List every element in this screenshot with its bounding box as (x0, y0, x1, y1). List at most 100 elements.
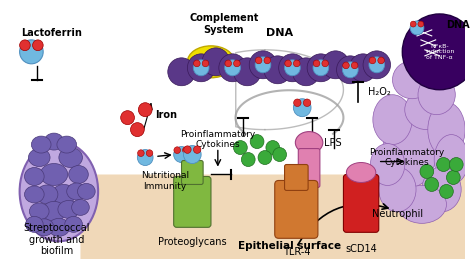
Circle shape (250, 135, 264, 148)
Ellipse shape (418, 75, 456, 115)
Circle shape (138, 103, 152, 117)
Text: Iron: Iron (155, 110, 177, 120)
FancyBboxPatch shape (182, 160, 203, 184)
Circle shape (420, 165, 434, 178)
Ellipse shape (69, 166, 88, 184)
Circle shape (410, 21, 424, 35)
Ellipse shape (48, 218, 70, 236)
Circle shape (369, 57, 384, 73)
Circle shape (378, 57, 384, 64)
Circle shape (174, 147, 181, 153)
Ellipse shape (42, 202, 66, 221)
Circle shape (342, 62, 358, 78)
Ellipse shape (346, 162, 376, 183)
Circle shape (447, 171, 460, 184)
Circle shape (183, 146, 201, 164)
Text: LPS: LPS (324, 138, 341, 148)
Ellipse shape (40, 164, 68, 185)
Circle shape (449, 158, 463, 172)
Text: Lactoferrin: Lactoferrin (22, 28, 82, 38)
Circle shape (225, 60, 231, 67)
Text: Proteoglycans: Proteoglycans (158, 237, 227, 247)
Ellipse shape (34, 219, 54, 236)
Ellipse shape (383, 108, 437, 187)
Circle shape (33, 40, 43, 51)
Ellipse shape (67, 183, 86, 200)
Text: DNA: DNA (266, 28, 293, 38)
Circle shape (425, 178, 438, 191)
Circle shape (249, 51, 277, 79)
Circle shape (173, 147, 190, 162)
Circle shape (193, 60, 209, 76)
Circle shape (337, 56, 364, 84)
Circle shape (351, 62, 358, 69)
Ellipse shape (379, 167, 416, 212)
Text: TLR-4: TLR-4 (283, 247, 310, 257)
Ellipse shape (29, 203, 49, 220)
Ellipse shape (405, 90, 449, 130)
Circle shape (293, 60, 300, 67)
Ellipse shape (428, 102, 465, 157)
FancyBboxPatch shape (284, 165, 308, 190)
Ellipse shape (57, 136, 76, 153)
Circle shape (219, 54, 246, 82)
Text: Epithelial surface: Epithelial surface (238, 241, 341, 251)
Ellipse shape (187, 46, 235, 78)
Circle shape (292, 58, 320, 86)
Circle shape (349, 54, 377, 82)
Circle shape (234, 141, 247, 154)
Circle shape (168, 58, 195, 86)
Circle shape (293, 99, 311, 117)
Circle shape (187, 54, 215, 82)
Circle shape (264, 57, 271, 64)
Ellipse shape (19, 142, 98, 241)
Circle shape (273, 148, 286, 161)
Circle shape (284, 60, 300, 76)
Text: Complement
System: Complement System (189, 13, 258, 35)
Circle shape (402, 14, 474, 90)
Circle shape (225, 60, 240, 76)
Circle shape (285, 60, 292, 67)
Circle shape (437, 158, 450, 172)
Circle shape (184, 146, 191, 153)
Ellipse shape (26, 216, 43, 232)
Circle shape (369, 57, 376, 64)
FancyBboxPatch shape (173, 177, 211, 227)
Ellipse shape (72, 199, 89, 215)
Ellipse shape (36, 185, 58, 204)
Text: Neutrophil: Neutrophil (372, 209, 423, 219)
Circle shape (322, 60, 328, 67)
Ellipse shape (44, 133, 64, 150)
Text: Proinflammatory
Cytokines: Proinflammatory Cytokines (370, 148, 445, 167)
FancyBboxPatch shape (344, 174, 379, 232)
Circle shape (241, 153, 255, 166)
Circle shape (363, 51, 391, 79)
Ellipse shape (78, 184, 95, 199)
Ellipse shape (59, 148, 82, 167)
Ellipse shape (28, 148, 50, 166)
Circle shape (19, 40, 43, 64)
Circle shape (255, 57, 271, 73)
Circle shape (202, 48, 229, 76)
Circle shape (193, 146, 201, 153)
Circle shape (234, 58, 261, 86)
Circle shape (279, 54, 306, 82)
Circle shape (193, 60, 200, 67)
FancyBboxPatch shape (298, 148, 320, 187)
Ellipse shape (370, 144, 405, 185)
Ellipse shape (31, 136, 51, 153)
Circle shape (234, 60, 240, 67)
Ellipse shape (397, 185, 447, 223)
Text: Streptococcal
growth and
biofilm: Streptococcal growth and biofilm (24, 223, 90, 256)
FancyBboxPatch shape (81, 174, 468, 260)
Text: H₂O₂: H₂O₂ (368, 87, 391, 97)
Text: NFκB-
induction
of TNF-α: NFκB- induction of TNF-α (425, 43, 454, 60)
Circle shape (307, 54, 335, 82)
Circle shape (255, 57, 262, 64)
Circle shape (19, 40, 30, 51)
Ellipse shape (422, 167, 461, 212)
Circle shape (137, 150, 153, 166)
Circle shape (418, 21, 424, 27)
Text: sCD14: sCD14 (345, 244, 377, 254)
Ellipse shape (373, 95, 412, 145)
